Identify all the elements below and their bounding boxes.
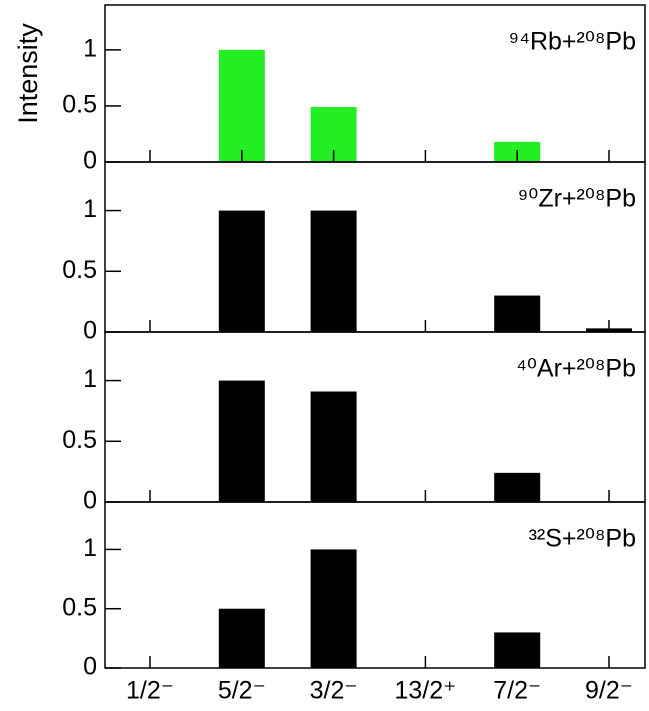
- panel-title: ⁹⁰Zr+²⁰⁸Pb: [518, 185, 636, 213]
- y-tick-label: 0.5: [62, 256, 97, 284]
- y-tick-label: 1: [83, 365, 97, 393]
- x-tick-label: 1/2⁻: [126, 677, 174, 705]
- y-tick-label: 1: [83, 195, 97, 223]
- bar: [310, 549, 357, 668]
- y-tick-label: 1: [83, 534, 97, 562]
- y-tick-label: 0: [83, 147, 97, 175]
- bar: [218, 380, 265, 502]
- y-tick-label: 1: [83, 34, 97, 62]
- bar: [310, 391, 357, 502]
- bar: [218, 49, 265, 162]
- y-tick-label: 0.5: [62, 593, 97, 621]
- panel-frame: [104, 501, 646, 669]
- x-tick-label: 5/2⁻: [218, 677, 266, 705]
- x-tick-label: 3/2⁻: [310, 677, 358, 705]
- y-tick-label: 0: [83, 317, 97, 345]
- x-tick-label: 13/2⁺: [394, 677, 456, 705]
- panel-title: ⁹⁴Rb+²⁰⁸Pb: [509, 28, 636, 56]
- y-tick-label: 0: [83, 487, 97, 515]
- y-tick-label: 0: [83, 653, 97, 681]
- x-tick-label: 9/2⁻: [585, 677, 633, 705]
- bar: [218, 210, 265, 332]
- y-axis-label: Intensity: [13, 23, 43, 124]
- x-tick-label: 7/2⁻: [493, 677, 541, 705]
- bar: [310, 210, 357, 332]
- y-tick-label: 0.5: [62, 426, 97, 454]
- y-tick-label: 0.5: [62, 91, 97, 119]
- panel-title: ³²S+²⁰⁸Pb: [529, 525, 636, 553]
- panel-title: ⁴⁰Ar+²⁰⁸Pb: [516, 355, 636, 383]
